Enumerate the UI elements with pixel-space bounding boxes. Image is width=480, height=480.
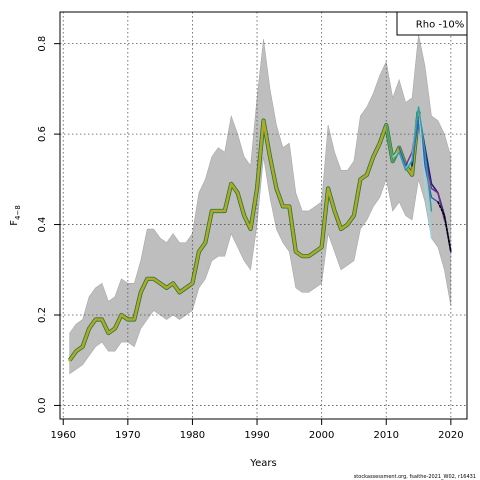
y-tick-label: 0.6 [37, 126, 48, 142]
retro-series-line-5 [385, 106, 433, 212]
x-tick-label: 1970 [115, 430, 140, 441]
x-tick-label: 1960 [51, 430, 76, 441]
legend: Rho -10% [396, 11, 468, 36]
legend-label: Rho -10% [416, 20, 464, 31]
x-tick-label: 1990 [244, 430, 269, 441]
legend-box [396, 11, 468, 36]
main-series-line [68, 110, 420, 362]
x-axis: 1960 1970 1980 1990 2000 2010 2020 [51, 418, 464, 441]
x-tick-label: 2020 [438, 430, 463, 441]
x-tick-label: 2010 [374, 430, 399, 441]
y-tick-label: 0.0 [37, 397, 48, 413]
retro-series-line-6 [437, 201, 452, 253]
y-tick-label: 0.4 [37, 217, 48, 233]
y-tick-label: 0.2 [37, 307, 48, 323]
plot-area [60, 12, 467, 419]
confidence-band [69, 34, 452, 375]
y-axis-title: F4−8 [9, 205, 22, 226]
x-tick-label: 2000 [309, 430, 334, 441]
y-axis-title-sub: 4−8 [14, 205, 22, 220]
y-tick-label: 0.8 [37, 36, 48, 52]
x-axis-title: Years [249, 458, 276, 469]
retro-series-line-3 [398, 119, 439, 203]
x-tick-label: 1980 [180, 430, 205, 441]
footer-credit: stockassessment.org, fsaithe-2021_W02, r… [354, 474, 476, 480]
svg-text:F4−8: F4−8 [9, 205, 22, 226]
y-axis: 0.0 0.2 0.4 0.6 0.8 [37, 36, 60, 413]
y-axis-title-main: F [9, 220, 20, 226]
